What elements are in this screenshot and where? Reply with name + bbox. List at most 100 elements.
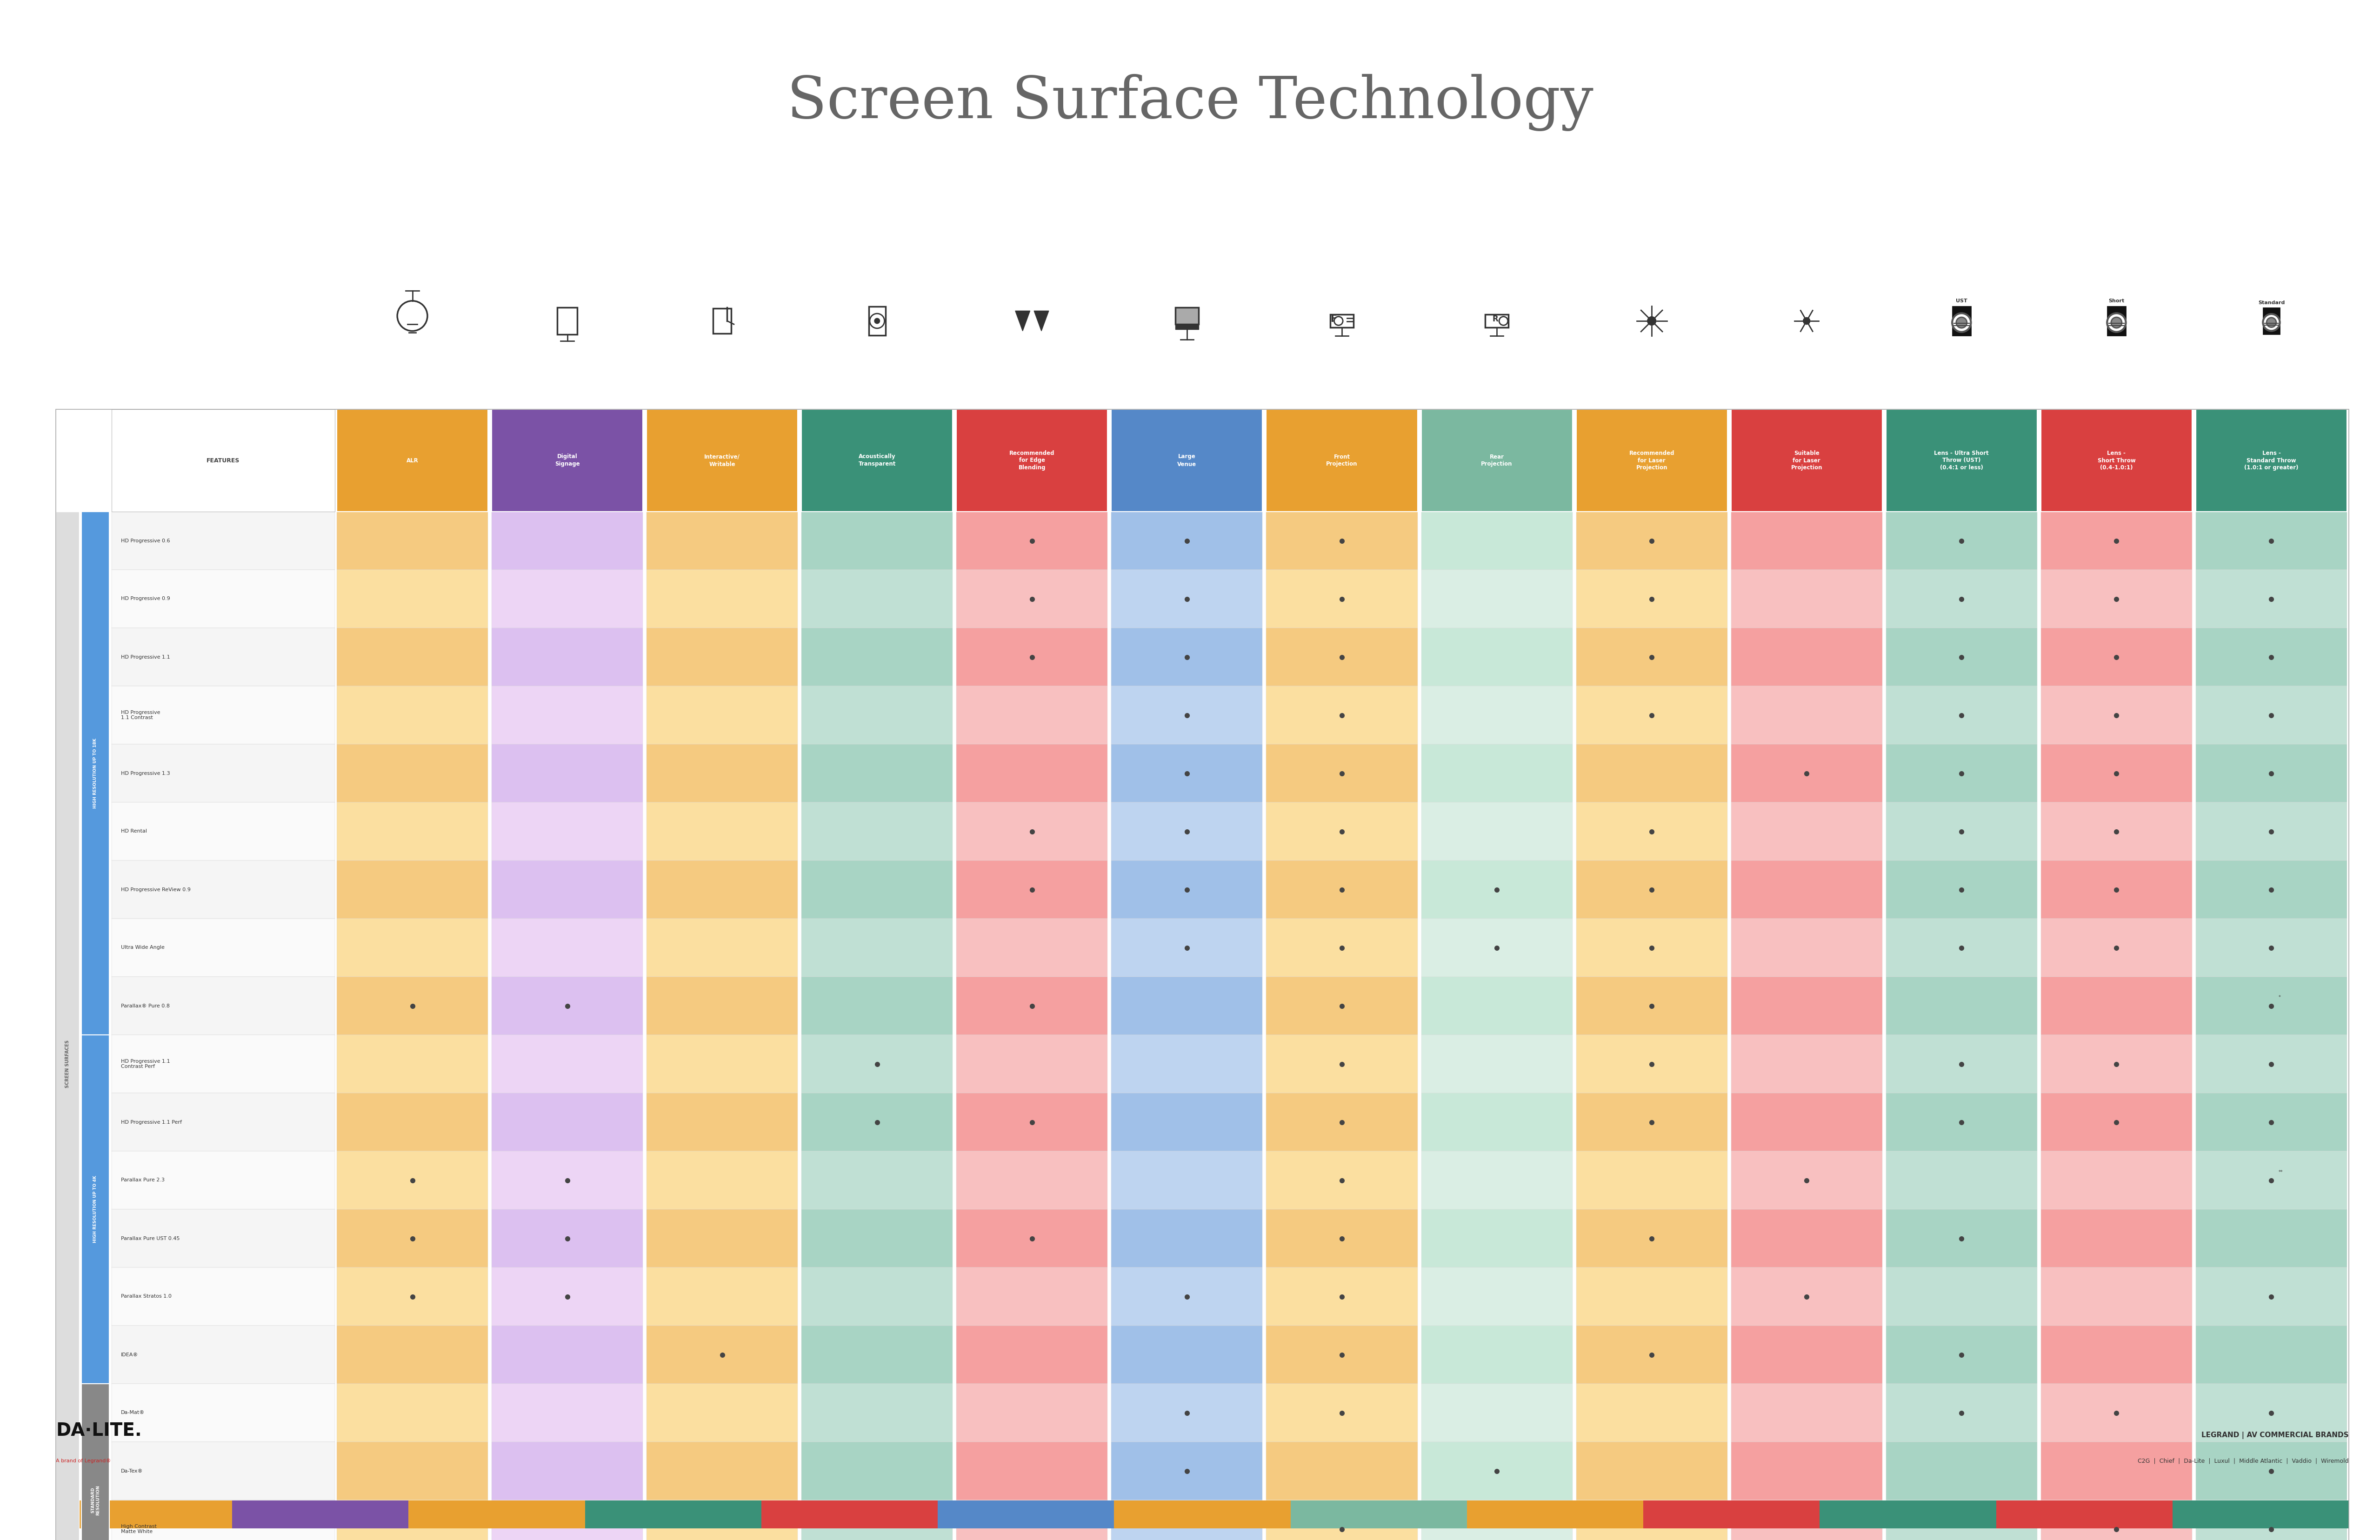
Bar — [81, 1035, 109, 1384]
Bar — [2197, 685, 2347, 744]
Bar — [336, 976, 488, 1035]
Bar — [1730, 1384, 1883, 1441]
Bar — [2042, 1035, 2192, 1093]
Bar — [336, 1326, 488, 1384]
Bar — [233, 1500, 409, 1528]
Bar — [1111, 861, 1261, 918]
Bar — [336, 570, 488, 628]
Bar — [957, 1093, 1107, 1152]
Bar — [55, 511, 79, 1540]
Bar — [802, 1093, 952, 1152]
Bar — [1111, 1441, 1261, 1500]
Bar — [802, 628, 952, 685]
Bar — [647, 861, 797, 918]
Polygon shape — [1016, 311, 1031, 331]
Bar — [1885, 1093, 2037, 1152]
Bar — [1730, 511, 1883, 570]
Bar — [2197, 976, 2347, 1035]
Bar — [1576, 1500, 1728, 1540]
Text: Parallax Stratos 1.0: Parallax Stratos 1.0 — [121, 1294, 171, 1298]
Text: HD Progressive 1.1
Contrast Perf: HD Progressive 1.1 Contrast Perf — [121, 1060, 169, 1069]
Bar — [1111, 802, 1261, 861]
Bar — [1730, 570, 1883, 628]
Bar — [802, 1326, 952, 1384]
Bar — [1730, 1267, 1883, 1326]
Bar — [1421, 410, 1573, 511]
Bar — [2197, 1035, 2347, 1093]
Bar — [1266, 1035, 1418, 1093]
Bar — [1266, 1152, 1418, 1209]
Bar — [1576, 410, 1728, 511]
Bar — [1266, 1441, 1418, 1500]
Bar — [1730, 1093, 1883, 1152]
Bar — [1730, 1326, 1883, 1384]
Bar — [957, 1035, 1107, 1093]
Bar — [1266, 1209, 1418, 1267]
Bar — [112, 410, 336, 511]
Bar — [1576, 1326, 1728, 1384]
Bar — [336, 685, 488, 744]
Bar — [2042, 1384, 2192, 1441]
Bar — [1111, 918, 1261, 976]
Bar — [2042, 918, 2192, 976]
Bar — [1576, 570, 1728, 628]
Circle shape — [2111, 317, 2123, 328]
Bar — [493, 1209, 643, 1267]
Text: Digital
Signage: Digital Signage — [555, 454, 581, 467]
Circle shape — [873, 319, 881, 323]
Bar — [1642, 1500, 1821, 1528]
Text: Lens - Ultra Short
Throw (UST)
(0.4:1 or less): Lens - Ultra Short Throw (UST) (0.4:1 or… — [1935, 450, 1990, 471]
Bar — [1885, 1152, 2037, 1209]
Bar — [2042, 570, 2192, 628]
Bar — [957, 976, 1107, 1035]
Bar — [1885, 1384, 2037, 1441]
Bar — [1111, 1035, 1261, 1093]
Bar — [1466, 1500, 1642, 1528]
Bar — [802, 918, 952, 976]
Bar — [1576, 918, 1728, 976]
Bar — [2263, 308, 2280, 334]
Bar — [1885, 976, 2037, 1035]
Bar — [1885, 918, 2037, 976]
Bar — [1576, 802, 1728, 861]
Bar — [112, 628, 336, 685]
Text: Standard: Standard — [2259, 300, 2285, 305]
Text: Interactive/
Writable: Interactive/ Writable — [704, 454, 740, 467]
Bar — [112, 1326, 336, 1384]
Bar — [2042, 861, 2192, 918]
Bar — [336, 918, 488, 976]
Text: LEGRAND | AV COMMERCIAL BRANDS: LEGRAND | AV COMMERCIAL BRANDS — [2202, 1432, 2349, 1438]
Text: FEATURES: FEATURES — [207, 457, 240, 464]
Text: HD Progressive ReView 0.9: HD Progressive ReView 0.9 — [121, 887, 190, 892]
Bar — [2106, 306, 2125, 336]
Bar — [1885, 744, 2037, 802]
Bar — [1885, 1035, 2037, 1093]
Bar — [1290, 1500, 1466, 1528]
Bar — [1885, 511, 2037, 570]
Bar — [802, 802, 952, 861]
Bar — [1730, 1152, 1883, 1209]
Bar — [1176, 308, 1200, 325]
Bar — [336, 1500, 488, 1540]
Bar — [493, 628, 643, 685]
Bar — [112, 1500, 336, 1540]
Bar — [1421, 1209, 1573, 1267]
Bar — [1885, 628, 2037, 685]
Bar — [1885, 1500, 2037, 1540]
Bar — [1111, 1093, 1261, 1152]
Bar — [2197, 1384, 2347, 1441]
Bar — [802, 1267, 952, 1326]
Bar — [957, 1500, 1107, 1540]
Bar — [647, 976, 797, 1035]
Bar — [957, 1326, 1107, 1384]
Bar — [1730, 1500, 1883, 1540]
Bar — [802, 976, 952, 1035]
Bar — [1266, 1500, 1418, 1540]
Bar — [957, 802, 1107, 861]
Bar — [802, 861, 952, 918]
Circle shape — [1952, 313, 1971, 333]
Bar — [1421, 1093, 1573, 1152]
Bar — [493, 802, 643, 861]
Bar — [1885, 802, 2037, 861]
Bar — [1111, 744, 1261, 802]
